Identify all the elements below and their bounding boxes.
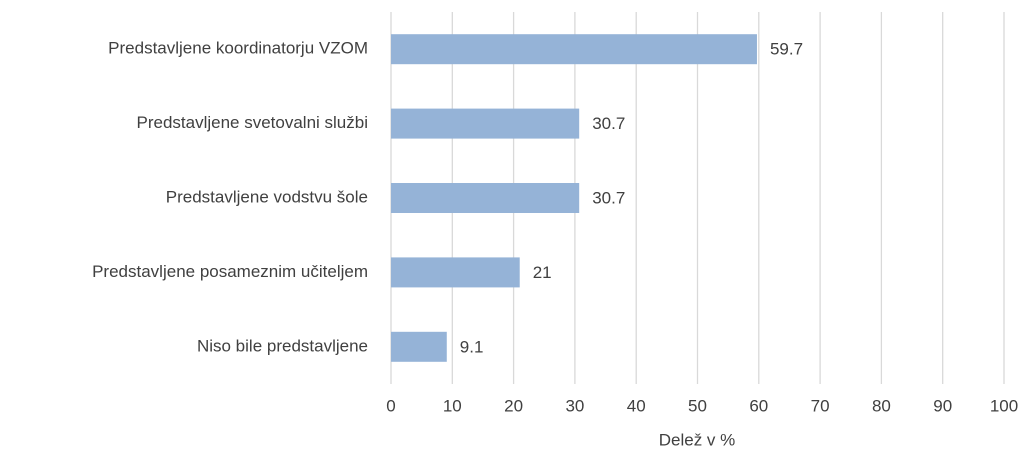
y-tick-label: Niso bile predstavljene — [197, 336, 368, 355]
x-tick-label: 10 — [443, 396, 462, 415]
bar — [391, 331, 447, 362]
data-label: 21 — [533, 263, 552, 282]
bar — [391, 108, 580, 139]
bar — [391, 257, 520, 288]
x-tick-label: 30 — [565, 396, 584, 415]
x-axis-label: Delež v % — [659, 430, 736, 449]
x-tick-label: 50 — [688, 396, 707, 415]
y-tick-label: Predstavljene koordinatorju VZOM — [108, 39, 368, 58]
y-tick-label: Predstavljene vodstvu šole — [166, 187, 368, 206]
x-tick-label: 100 — [990, 396, 1018, 415]
x-tick-label: 60 — [749, 396, 768, 415]
y-tick-label: Predstavljene posameznim učiteljem — [92, 262, 368, 281]
y-tick-label: Predstavljene svetovalni službi — [136, 113, 368, 132]
x-tick-label: 0 — [386, 396, 395, 415]
bar — [391, 34, 757, 65]
data-label: 30.7 — [592, 188, 625, 207]
data-label: 59.7 — [770, 40, 803, 59]
bar — [391, 183, 580, 213]
x-tick-label: 40 — [627, 396, 646, 415]
x-tick-label: 90 — [933, 396, 952, 415]
data-label: 9.1 — [460, 337, 484, 356]
data-label: 30.7 — [592, 114, 625, 133]
x-tick-label: 80 — [872, 396, 891, 415]
x-tick-label: 20 — [504, 396, 523, 415]
x-tick-label: 70 — [811, 396, 830, 415]
